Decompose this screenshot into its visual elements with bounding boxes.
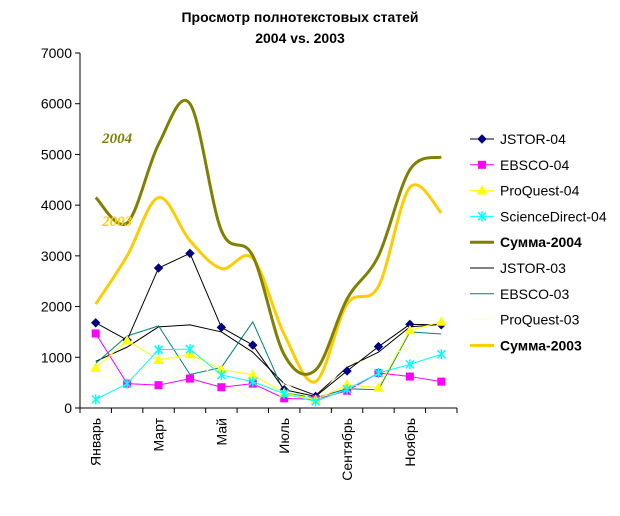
data-point xyxy=(185,248,195,259)
data-point xyxy=(90,362,102,372)
x-tick-label: Январь xyxy=(88,418,104,466)
series-jstor-04 xyxy=(91,248,446,402)
legend-label: Сумма-2004 xyxy=(500,234,582,250)
data-point xyxy=(216,322,227,333)
legend-item: JSTOR-04 xyxy=(470,131,566,147)
chart-title: Просмотр полнотекстовых статей xyxy=(181,9,418,25)
series-line xyxy=(95,321,442,399)
data-point xyxy=(185,374,194,383)
legend-label: ProQuest-04 xyxy=(500,183,580,199)
x-tick-label: Июль xyxy=(276,418,292,454)
series-line xyxy=(95,348,442,402)
legend-label: JSTOR-03 xyxy=(500,260,566,276)
legend-item: EBSCO-04 xyxy=(470,157,569,173)
legend-item: Сумма-2003 xyxy=(470,337,582,353)
y-tick-label: 2000 xyxy=(41,299,72,315)
data-point xyxy=(435,316,447,326)
series-сумма-2004 xyxy=(94,99,442,376)
data-point xyxy=(342,366,352,376)
y-tick-label: 1000 xyxy=(41,349,72,365)
data-point xyxy=(153,354,164,364)
chart-subtitle: 2004 vs. 2003 xyxy=(255,30,345,46)
data-point xyxy=(373,382,384,392)
data-point xyxy=(122,378,132,389)
data-point xyxy=(216,370,226,381)
data-point xyxy=(217,383,226,392)
data-point xyxy=(91,318,101,328)
y-tick-label: 3000 xyxy=(41,248,72,264)
x-tick-label: Ноябрь xyxy=(402,418,418,467)
data-point xyxy=(121,335,133,345)
data-point xyxy=(342,384,352,395)
x-tick-label: Май xyxy=(213,418,229,445)
legend-item: JSTOR-03 xyxy=(470,260,566,276)
legend-item: ProQuest-04 xyxy=(470,183,580,199)
annotation-layer: 2004 2003 xyxy=(101,131,133,230)
data-point xyxy=(185,344,195,355)
series-sciencedirect-04 xyxy=(91,344,446,407)
data-point xyxy=(405,359,415,370)
series-line xyxy=(94,99,442,376)
y-tick-label: 6000 xyxy=(41,96,72,112)
data-point xyxy=(373,341,384,352)
legend-item: EBSCO-03 xyxy=(470,286,569,302)
y-tick-label: 0 xyxy=(64,400,72,416)
series-layer xyxy=(90,99,447,407)
legend-label: EBSCO-03 xyxy=(500,286,569,302)
data-point xyxy=(91,329,100,338)
data-point xyxy=(436,349,446,360)
series-line xyxy=(95,321,442,401)
data-point xyxy=(405,372,414,381)
data-point xyxy=(373,368,383,379)
legend-label: EBSCO-04 xyxy=(500,157,569,173)
data-point xyxy=(311,396,321,407)
legend-label: ScienceDirect-04 xyxy=(500,208,607,224)
y-tick-label: 7000 xyxy=(41,45,72,61)
x-tick-label: Сентябрь xyxy=(339,418,355,481)
legend-label: Сумма-2003 xyxy=(500,337,582,353)
x-tick-label: Март xyxy=(151,417,167,451)
data-point xyxy=(153,263,164,273)
data-point xyxy=(248,340,258,350)
data-point xyxy=(248,376,258,387)
data-point xyxy=(91,394,101,405)
series-сумма-2003 xyxy=(94,183,443,384)
series-line xyxy=(94,183,443,384)
series-ebsco-03 xyxy=(95,321,442,399)
legend-marker xyxy=(478,160,486,169)
series-line xyxy=(95,333,442,400)
legend-marker xyxy=(476,185,488,195)
data-point xyxy=(154,381,163,390)
legend-marker xyxy=(477,134,487,144)
legend: JSTOR-04 EBSCO-04 ProQuest-04 ScienceDirect… xyxy=(470,131,607,353)
legend-marker xyxy=(477,211,487,222)
legend-item: Сумма-2004 xyxy=(470,234,582,250)
annotation-label: 2004 xyxy=(101,131,133,147)
data-point xyxy=(404,324,416,335)
y-tick-label: 5000 xyxy=(41,146,72,162)
legend-item: ScienceDirect-04 xyxy=(470,208,607,224)
data-point xyxy=(279,388,289,399)
axes: 0 1000 2000 3000 4000 5000 6000 7000 Январь Март М… xyxy=(41,45,458,481)
legend-label: JSTOR-04 xyxy=(500,131,566,147)
data-point xyxy=(437,377,446,386)
y-tick-label: 4000 xyxy=(41,197,72,213)
data-point xyxy=(154,344,164,355)
legend-item: ProQuest-03 xyxy=(470,312,580,328)
legend-label: ProQuest-03 xyxy=(500,312,580,328)
annotation-label: 2003 xyxy=(101,214,133,230)
series-line xyxy=(95,252,442,397)
